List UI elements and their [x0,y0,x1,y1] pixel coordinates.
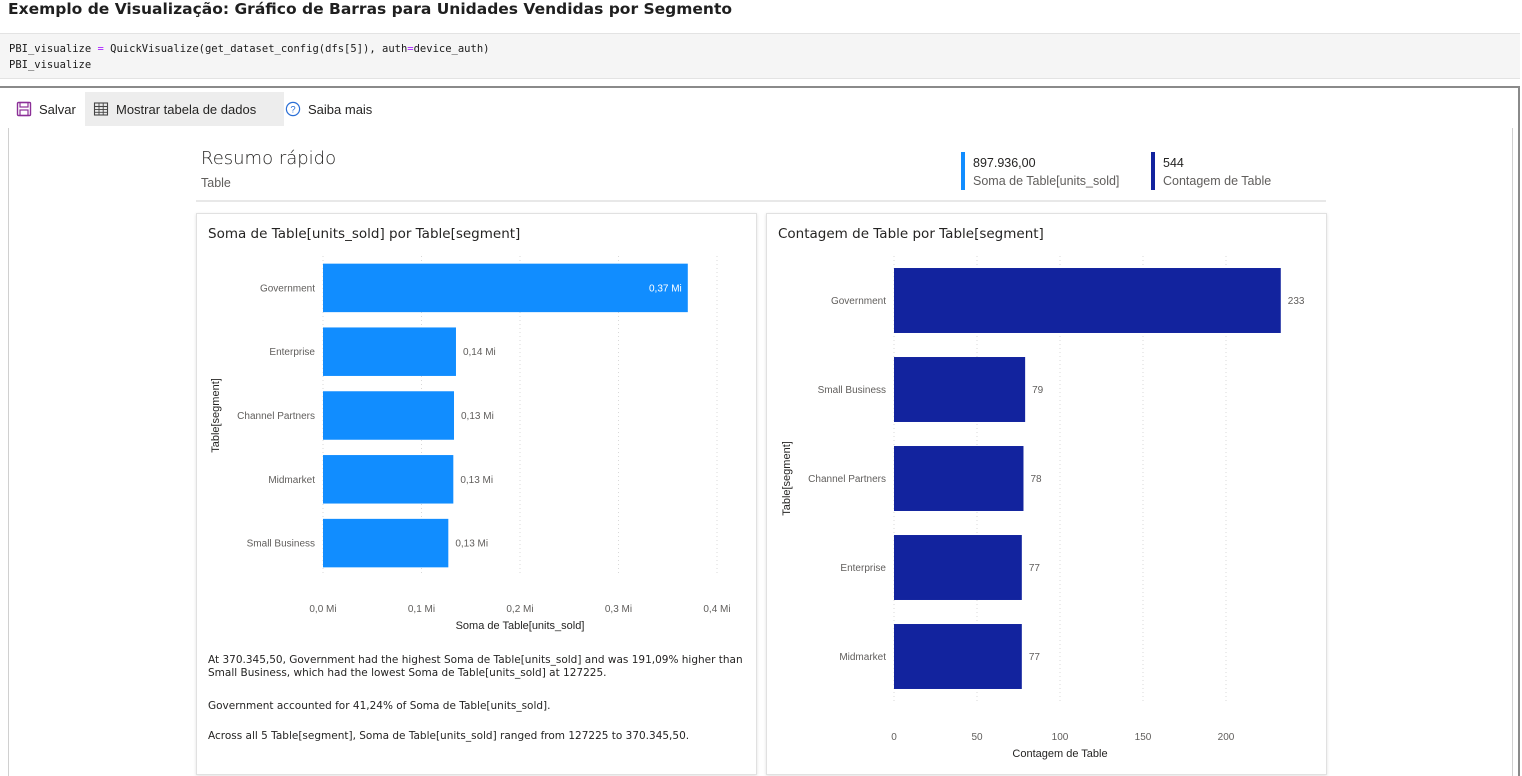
x-tick-label: 0,1 Mi [408,604,435,615]
output-frame [0,86,1520,776]
y-category-label: Government [831,296,886,307]
y-category-label: Small Business [818,385,886,396]
y-category-label: Government [260,283,315,294]
card-title: Soma de Table[units_sold] por Table[segm… [208,226,521,242]
show-data-table-label: Mostrar tabela de dados [116,101,257,117]
y-category-label: Channel Partners [808,474,886,485]
x-tick-label: 0,3 Mi [605,604,632,615]
page-heading: Exemplo de Visualização: Gráfico de Barr… [8,0,733,18]
y-axis-title: Table[segment] [781,441,793,516]
table-icon [93,102,109,116]
data-label: 0,13 Mi [460,475,493,486]
show-data-table-button[interactable]: Mostrar tabela de dados [85,92,284,126]
chart-card-units-sold[interactable]: Soma de Table[units_sold] por Table[segm… [196,213,757,775]
bar [323,455,454,504]
y-category-label: Channel Partners [237,411,315,422]
code-line-1: PBI_visualize = QuickVisualize(get_datas… [9,43,490,55]
bar [894,268,1281,333]
x-tick-label: 150 [1135,732,1152,743]
data-label: 0,14 Mi [463,347,496,358]
data-label: 0,37 Mi [649,283,682,294]
data-label: 77 [1029,652,1041,663]
x-tick-label: 0 [891,732,897,743]
bar [323,518,449,568]
y-category-label: Enterprise [840,563,886,574]
save-button[interactable]: Salvar [10,92,88,126]
narrative-text-1: At 370.345,50, Government had the highes… [208,654,743,679]
help-icon: ? [285,101,301,117]
output-left-border [8,128,9,776]
y-category-label: Midmarket [839,652,886,663]
bar [894,535,1022,600]
data-label: 78 [1030,474,1042,485]
kpi-value: 897.936,00 [973,156,1036,170]
code-cell[interactable]: PBI_visualize = QuickVisualize(get_datas… [0,33,1520,79]
kpi-accent-bar [1151,152,1155,190]
summary-divider [196,200,1326,202]
summary-title: Resumo rápido [201,148,337,169]
y-axis-title: Table[segment] [210,378,222,453]
bar [323,327,456,376]
bar [323,263,688,313]
bar-chart-units-sold: 0,0 Mi 0,1 Mi 0,2 Mi 0,3 Mi 0,4 Mi Government… [210,256,731,632]
y-category-label: Midmarket [268,475,315,486]
y-category-label: Small Business [247,539,315,550]
svg-text:?: ? [290,105,295,116]
data-label: 0,13 Mi [455,539,488,550]
save-label: Salvar [39,101,76,117]
output-right-border [1512,128,1513,776]
bar [894,357,1026,422]
kpi-label: Soma de Table[units_sold] [973,174,1120,188]
bar [894,624,1022,689]
bar-chart-count: 0 50 100 150 200 Government 233 Small Business 7… [781,256,1305,760]
narrative-text-3: Across all 5 Table[segment], Soma de Tab… [208,730,690,742]
kpi-label: Contagem de Table [1163,174,1272,188]
learn-more-link[interactable]: ? Saiba mais [282,92,381,126]
chart-card-count[interactable]: Contagem de Table por Table[segment] 0 50… [766,213,1327,775]
y-category-label: Enterprise [269,347,315,358]
x-tick-label: 0,0 Mi [309,604,336,615]
summary-subtitle: Table [201,176,231,190]
learn-more-label: Saiba mais [308,101,373,117]
kpi-accent-bar [961,152,965,190]
save-icon [16,101,32,117]
x-axis-title: Soma de Table[units_sold] [456,620,585,632]
bar [323,391,455,440]
data-label: 77 [1029,563,1041,574]
kpi-value: 544 [1163,156,1184,170]
data-label: 233 [1288,296,1305,307]
x-tick-label: 50 [971,732,983,743]
card-title: Contagem de Table por Table[segment] [778,226,1044,242]
code-line-2: PBI_visualize [9,59,92,71]
x-axis-title: Contagem de Table [1012,748,1107,760]
data-label: 79 [1032,385,1044,396]
x-tick-label: 0,4 Mi [703,604,730,615]
x-tick-label: 100 [1052,732,1069,743]
bar [894,446,1024,511]
data-label: 0,13 Mi [461,411,494,422]
narrative-text-2: Government accounted for 41,24% of Soma … [208,700,551,712]
x-tick-label: 0,2 Mi [506,604,533,615]
x-tick-label: 200 [1218,732,1235,743]
